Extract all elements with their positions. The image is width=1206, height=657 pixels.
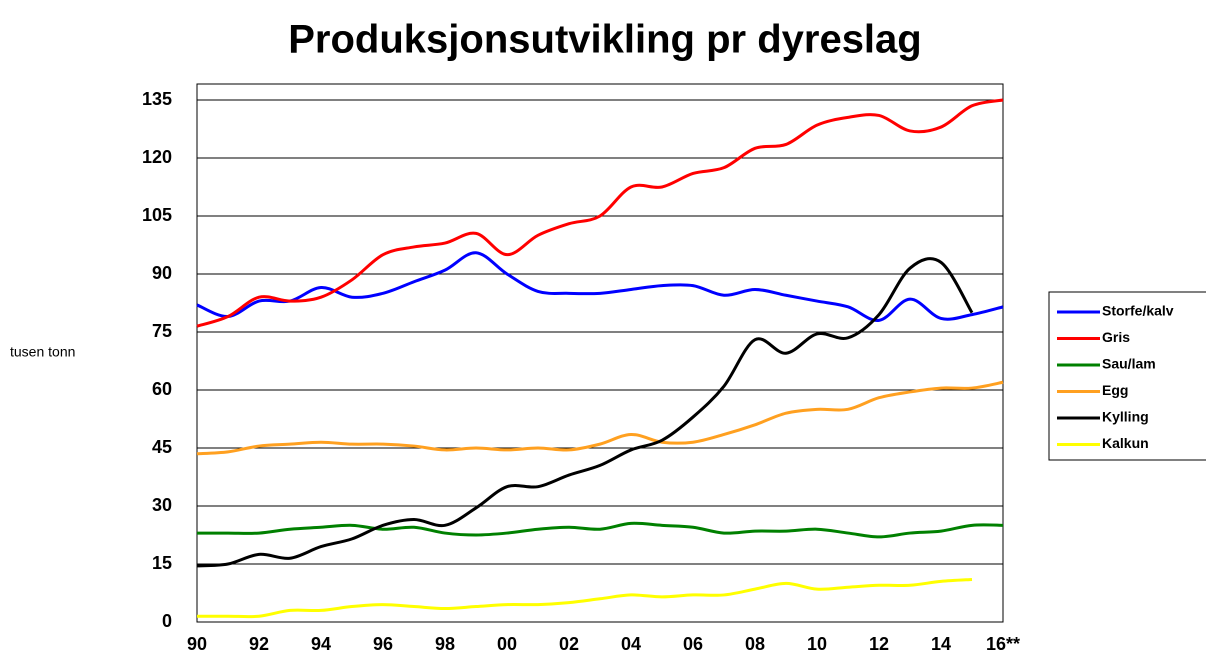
legend-label: Kylling: [1102, 409, 1149, 425]
x-tick-label: 98: [435, 634, 455, 654]
legend-box: [1048, 291, 1206, 461]
x-tick-label: 00: [497, 634, 517, 654]
y-tick-label: 0: [162, 611, 172, 631]
y-tick-label: 45: [152, 437, 172, 457]
y-tick-label: 105: [142, 205, 172, 225]
y-tick-label: 60: [152, 379, 172, 399]
legend-label: Sau/lam: [1102, 356, 1156, 372]
y-axis-label: tusen tonn: [10, 344, 75, 360]
y-tick-label: 30: [152, 495, 172, 515]
line-series: [196, 98, 1004, 328]
x-tick-label: 12: [869, 634, 889, 654]
x-tick-label: 08: [745, 634, 765, 654]
chart-title: Produksjonsutvikling pr dyreslag: [288, 18, 921, 62]
y-tick-label: 75: [152, 321, 172, 341]
y-tick-label: 120: [142, 147, 172, 167]
x-tick-label: 04: [621, 634, 641, 654]
legend-label: Gris: [1102, 329, 1130, 345]
y-tick-label: 90: [152, 263, 172, 283]
x-tick-label: 94: [311, 634, 331, 654]
line-series: [196, 251, 1004, 322]
x-tick-label: 92: [249, 634, 269, 654]
x-tick-label: 16**: [986, 634, 1020, 654]
x-tick-label: 06: [683, 634, 703, 654]
x-tick-label: 10: [807, 634, 827, 654]
legend-label: Kalkun: [1102, 435, 1149, 451]
line-series: [196, 257, 974, 568]
line-series: [196, 380, 1004, 456]
legend-label: Storfe/kalv: [1102, 303, 1174, 319]
y-tick-label: 15: [152, 553, 172, 573]
line-series: [196, 577, 973, 619]
y-tick-label: 135: [142, 89, 172, 109]
x-tick-label: 90: [187, 634, 207, 654]
plot-frame: [196, 83, 1004, 623]
legend-label: Egg: [1102, 382, 1128, 398]
x-tick-label: 02: [559, 634, 579, 654]
x-tick-label: 96: [373, 634, 393, 654]
x-tick-label: 14: [931, 634, 951, 654]
line-series: [196, 521, 1004, 539]
